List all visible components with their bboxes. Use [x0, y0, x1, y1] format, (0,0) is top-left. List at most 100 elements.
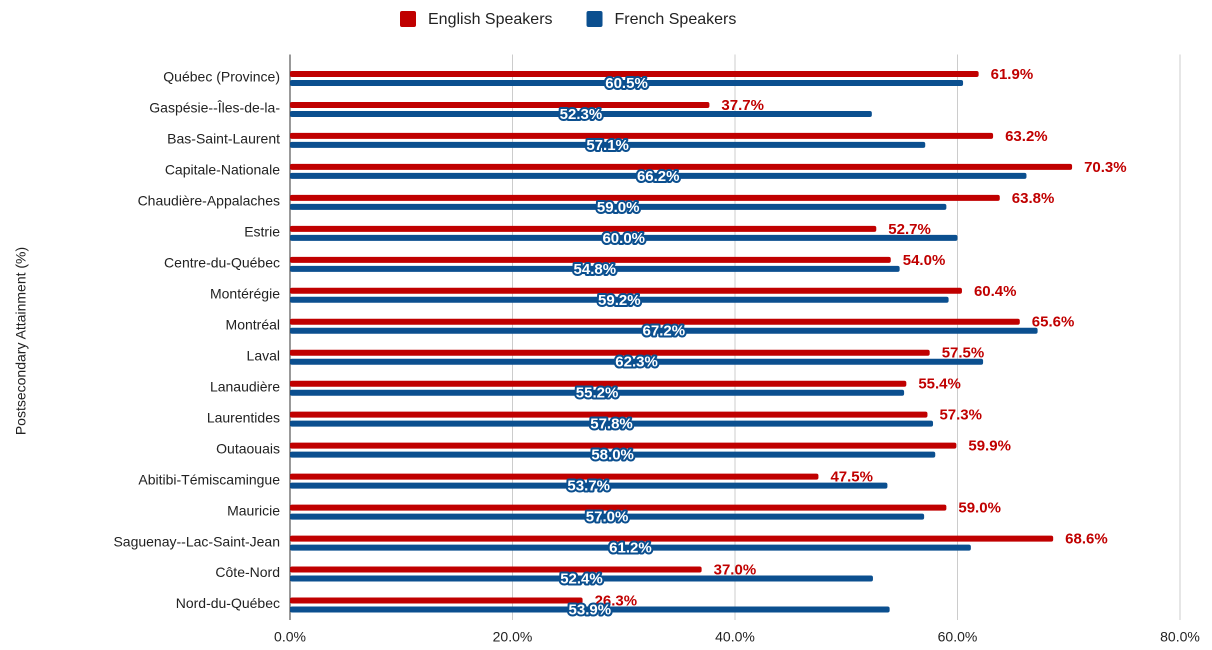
y-tick-label: Capitale-Nationale: [165, 162, 280, 178]
y-tick-label: Laurentides: [207, 409, 280, 425]
data-label: 65.6%: [1032, 314, 1075, 331]
bar: [290, 318, 1020, 325]
bar: [290, 194, 1000, 201]
data-label: 37.0%: [714, 562, 757, 579]
x-tick-label: 80.0%: [1160, 629, 1200, 645]
bar: [290, 513, 925, 520]
bar: [290, 473, 819, 480]
x-tick-label: 20.0%: [493, 629, 533, 645]
data-label: 52.3%: [560, 106, 603, 123]
data-label: 37.7%: [721, 97, 764, 114]
bar: [290, 389, 905, 396]
data-label: 59.2%: [598, 292, 641, 309]
bar: [290, 110, 872, 117]
data-label: 63.8%: [1012, 190, 1055, 207]
data-label: 57.5%: [942, 345, 985, 362]
bar: [290, 380, 907, 387]
bar: [290, 358, 984, 365]
data-label: 68.6%: [1065, 531, 1108, 548]
bar: [290, 327, 1038, 334]
x-tick-label: 0.0%: [274, 629, 306, 645]
y-tick-label: Laval: [247, 347, 280, 363]
bar: [290, 203, 947, 210]
data-label: 60.5%: [605, 75, 648, 92]
y-tick-label: Gaspésie--Îles-de-la-: [149, 100, 280, 116]
data-label: 53.9%: [569, 601, 612, 618]
bar: [290, 172, 1027, 179]
y-tick-label: Nord-du-Québec: [176, 595, 280, 611]
bar: [290, 544, 971, 551]
y-tick-label: Lanaudière: [210, 378, 280, 394]
bar: [290, 451, 936, 458]
y-axis-label: Postsecondary Attainment (%): [13, 247, 29, 435]
legend-swatch: [586, 11, 603, 27]
data-label: 47.5%: [830, 469, 873, 486]
data-label: 53.7%: [567, 478, 610, 495]
bar: [290, 256, 891, 263]
data-label: 70.3%: [1084, 159, 1127, 176]
y-tick-label: Chaudière-Appalaches: [138, 193, 280, 209]
data-label: 54.8%: [574, 261, 617, 278]
bar: [290, 442, 957, 449]
bar: [290, 349, 930, 356]
data-label: 62.3%: [615, 354, 658, 371]
data-label: 59.0%: [958, 500, 1001, 517]
data-label: 63.2%: [1005, 128, 1048, 145]
data-label: 59.0%: [597, 199, 640, 216]
x-tick-label: 60.0%: [938, 629, 978, 645]
data-label: 61.9%: [991, 66, 1034, 83]
data-label: 59.9%: [968, 438, 1011, 455]
bar: [290, 296, 949, 303]
bar: [290, 482, 888, 489]
data-label: 58.0%: [591, 447, 634, 464]
data-label: 66.2%: [637, 168, 680, 185]
y-tick-label: Saguenay--Lac-Saint-Jean: [113, 533, 280, 549]
bar: [290, 420, 934, 427]
bar: [290, 101, 710, 108]
bar: [290, 535, 1054, 542]
bar: [290, 234, 958, 241]
data-label: 52.4%: [560, 571, 603, 588]
data-label: 55.4%: [918, 376, 961, 393]
bar: [290, 504, 947, 511]
bar: [290, 225, 877, 232]
legend-label: French Speakers: [615, 11, 737, 28]
bar: [290, 70, 979, 77]
data-label: 52.7%: [888, 221, 931, 238]
bar: [290, 575, 873, 582]
legend-swatch: [400, 11, 416, 27]
bar: [290, 606, 890, 613]
y-tick-label: Estrie: [244, 224, 280, 240]
y-tick-label: Montréal: [226, 316, 280, 332]
y-tick-label: Bas-Saint-Laurent: [167, 131, 280, 147]
y-tick-label: Outaouais: [216, 440, 280, 456]
data-label: 67.2%: [643, 323, 686, 340]
data-label: 57.8%: [590, 416, 633, 433]
data-label: 57.0%: [586, 509, 629, 526]
bar: [290, 132, 994, 139]
bar: [290, 163, 1073, 170]
bar: [290, 79, 964, 86]
y-tick-label: Centre-du-Québec: [164, 255, 280, 271]
data-label: 55.2%: [576, 385, 619, 402]
y-tick-label: Montérégie: [210, 285, 280, 301]
y-tick-label: Québec (Province): [163, 69, 280, 85]
y-tick-label: Côte-Nord: [215, 564, 280, 580]
data-label: 54.0%: [903, 252, 946, 269]
bar: [290, 265, 900, 272]
data-label: 60.0%: [602, 230, 645, 247]
data-label: 26.3%: [595, 592, 638, 609]
data-label: 60.4%: [974, 283, 1017, 300]
y-tick-label: Abitibi-Témiscamingue: [138, 471, 280, 487]
data-label: 57.1%: [586, 137, 629, 154]
x-tick-label: 40.0%: [715, 629, 755, 645]
bar: [290, 141, 926, 148]
y-tick-label: Mauricie: [227, 502, 280, 518]
data-label: 57.3%: [939, 407, 982, 424]
bar: [290, 566, 702, 573]
bar: [290, 287, 962, 294]
bar: [290, 411, 928, 418]
legend-label: English Speakers: [428, 11, 553, 28]
bar: [290, 597, 583, 604]
